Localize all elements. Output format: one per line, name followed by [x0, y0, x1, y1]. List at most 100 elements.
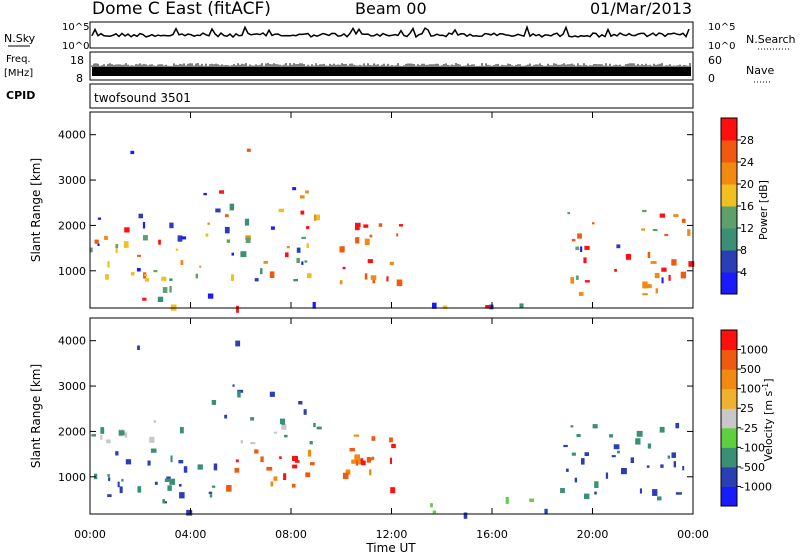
heatmap-cell: [567, 212, 571, 215]
heatmap-cell: [682, 466, 685, 471]
heatmap-cell: [170, 455, 173, 463]
heatmap-cell: [281, 420, 285, 425]
heatmap-cell: [310, 462, 315, 466]
heatmap-cell: [211, 485, 216, 488]
heatmap-cell: [575, 275, 579, 280]
heatmap-cell: [283, 473, 287, 480]
heatmap-cell: [299, 195, 305, 199]
time-axis: 00:00 04:00 08:00 12:00 16:00 20:00 00:00: [74, 112, 709, 541]
heatmap-cell: [245, 237, 251, 243]
y-tick-label: 3000: [58, 380, 86, 393]
heatmap-cell: [398, 224, 404, 227]
heatmap-cell: [339, 246, 345, 253]
heatmap-cell: [180, 427, 184, 434]
nsky-tick-top-left: 10^5: [62, 22, 89, 33]
heatmap-cell: [178, 460, 184, 464]
heatmap-cell: [100, 427, 105, 434]
heatmap-cell: [360, 458, 364, 464]
heatmap-cell: [566, 468, 569, 472]
heatmap-cell: [144, 278, 150, 282]
heatmap-cell: [142, 297, 147, 301]
heatmap-cell: [169, 222, 174, 229]
heatmap-cell: [179, 484, 182, 487]
beam-label: Beam 00: [355, 0, 427, 18]
y-tick-label: 4000: [58, 129, 86, 142]
colorbar-tick-label: 8: [740, 244, 747, 257]
heatmap-cell: [312, 302, 316, 309]
nsky-panel: N.Sky 10^5 10^0 10^5 10^0 N.Search: [4, 21, 796, 52]
heatmap-cell: [207, 222, 210, 225]
heatmap-cell: [345, 469, 351, 475]
colorbar-tick-label: 1000: [740, 344, 768, 357]
heatmap-cell: [270, 226, 275, 230]
heatmap-cell: [236, 305, 239, 313]
heatmap-cell: [224, 414, 228, 419]
heatmap-cell: [153, 420, 156, 423]
colorbar-segment: [721, 118, 737, 141]
heatmap-cell: [250, 417, 255, 421]
heatmap-cell: [659, 213, 665, 218]
heatmap-cell: [292, 464, 298, 469]
heatmap-cell: [617, 450, 620, 454]
heatmap-cell: [207, 293, 214, 299]
colorbar-segment: [721, 250, 737, 273]
heatmap-cell: [667, 455, 671, 459]
heatmap-cell: [583, 257, 587, 264]
heatmap-cell: [273, 476, 278, 481]
x-tick-label: 00:00: [74, 528, 106, 541]
heatmap-cell: [584, 245, 590, 250]
heatmap-cell: [611, 455, 616, 458]
heatmap-cell: [307, 273, 312, 279]
heatmap-cell: [136, 268, 141, 272]
heatmap-cell: [303, 409, 307, 415]
heatmap-cell: [130, 150, 135, 155]
heatmap-cell: [240, 440, 243, 444]
heatmap-cell: [432, 302, 437, 309]
heatmap-cell: [286, 246, 290, 249]
heatmap-cell: [107, 261, 110, 268]
heatmap-cell: [390, 487, 396, 494]
heatmap-cell: [137, 254, 141, 257]
heatmap-cell: [164, 478, 171, 482]
heatmap-cell: [115, 451, 119, 456]
heatmap-cell: [150, 448, 157, 453]
heatmap-cell: [355, 237, 360, 244]
heatmap-cell: [635, 438, 641, 445]
heatmap-cell: [298, 401, 303, 405]
heatmap-cell: [107, 474, 110, 477]
heatmap-cell: [655, 288, 658, 294]
nsky-frame: [89, 21, 694, 49]
heatmap-cell: [269, 271, 275, 278]
heatmap-cell: [650, 261, 657, 264]
x-tick-label: 12:00: [376, 528, 408, 541]
heatmap-cell: [235, 459, 239, 463]
heatmap-cell: [124, 432, 128, 438]
heatmap-cell: [647, 284, 652, 289]
heatmap-cell: [91, 434, 96, 437]
heatmap-cell: [675, 422, 680, 429]
heatmap-cell: [605, 472, 609, 479]
x-tick-label: 20:00: [577, 528, 609, 541]
heatmap-cell: [294, 460, 300, 463]
heatmap-cell: [342, 472, 349, 479]
heatmap-cell: [90, 247, 93, 253]
heatmap-cell: [574, 477, 578, 483]
date-label: 01/Mar/2013: [590, 0, 692, 18]
heatmap-cell: [181, 236, 187, 240]
heatmap-cell: [162, 499, 165, 504]
heatmap-cell: [229, 203, 235, 211]
heatmap-cell: [260, 456, 264, 463]
heatmap-cell: [505, 497, 509, 504]
heatmap-cell: [208, 491, 213, 494]
heatmap-cell: [342, 266, 346, 270]
heatmap-cell: [571, 238, 576, 242]
heatmap-cell: [177, 235, 183, 242]
colorbar-tick-label: 500: [740, 363, 761, 376]
colorbar-segment: [721, 486, 737, 507]
freq-spikes: [91, 63, 691, 67]
heatmap-cell: [203, 192, 207, 196]
heatmap-cell: [563, 444, 568, 448]
heatmap-cell: [349, 448, 355, 452]
